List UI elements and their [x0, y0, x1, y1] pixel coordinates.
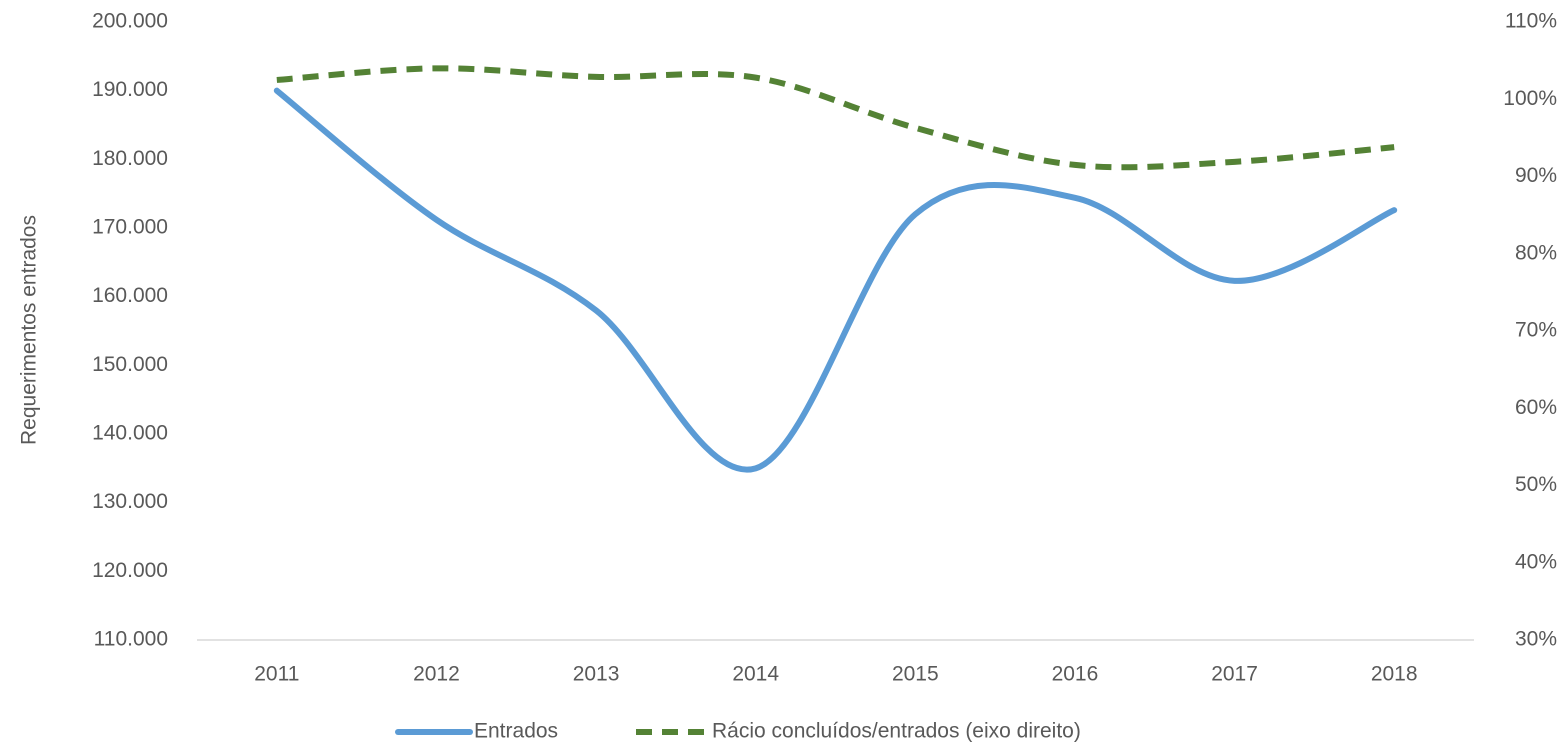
- x-tick-label: 2014: [732, 663, 779, 686]
- y-tick-label: 180.000: [92, 147, 168, 170]
- y-tick-label: 150.000: [92, 353, 168, 376]
- y-tick-label: 170.000: [92, 216, 168, 239]
- y2-tick-label: 60%: [1515, 396, 1557, 419]
- line-series: [276, 65, 1395, 171]
- y2-tick-label: 40%: [1515, 550, 1557, 573]
- y-tick-label: 140.000: [92, 422, 168, 445]
- y2-tick-label: 30%: [1515, 628, 1557, 651]
- y2-tick-label: 100%: [1503, 87, 1557, 110]
- x-tick-label: 2018: [1371, 663, 1418, 686]
- y2-tick-label: 110%: [1505, 10, 1557, 33]
- x-tick-label: 2011: [254, 663, 299, 686]
- x-tick-label: 2016: [1052, 663, 1099, 686]
- x-tick-label: 2017: [1211, 663, 1258, 686]
- legend-label: Rácio concluídos/entrados (eixo direito): [712, 720, 1081, 743]
- y-tick-label: 200.000: [92, 10, 168, 33]
- x-tick-label: 2015: [892, 663, 939, 686]
- y2-tick-label: 70%: [1515, 319, 1557, 342]
- x-tick-label: 2012: [413, 663, 460, 686]
- y-tick-label: 120.000: [92, 559, 168, 582]
- line-series: [273, 87, 1398, 473]
- y-tick-label: 130.000: [92, 490, 168, 513]
- y-axis-label: Requerimentos entrados: [18, 215, 41, 445]
- y2-tick-label: 50%: [1515, 473, 1557, 496]
- y2-tick-label: 90%: [1515, 164, 1557, 187]
- legend-label: Entrados: [474, 720, 558, 743]
- y-tick-label: 110.000: [94, 628, 168, 651]
- y-tick-label: 160.000: [92, 284, 168, 307]
- y2-tick-label: 80%: [1515, 241, 1557, 264]
- x-tick-label: 2013: [573, 663, 620, 686]
- y-tick-label: 190.000: [92, 78, 168, 101]
